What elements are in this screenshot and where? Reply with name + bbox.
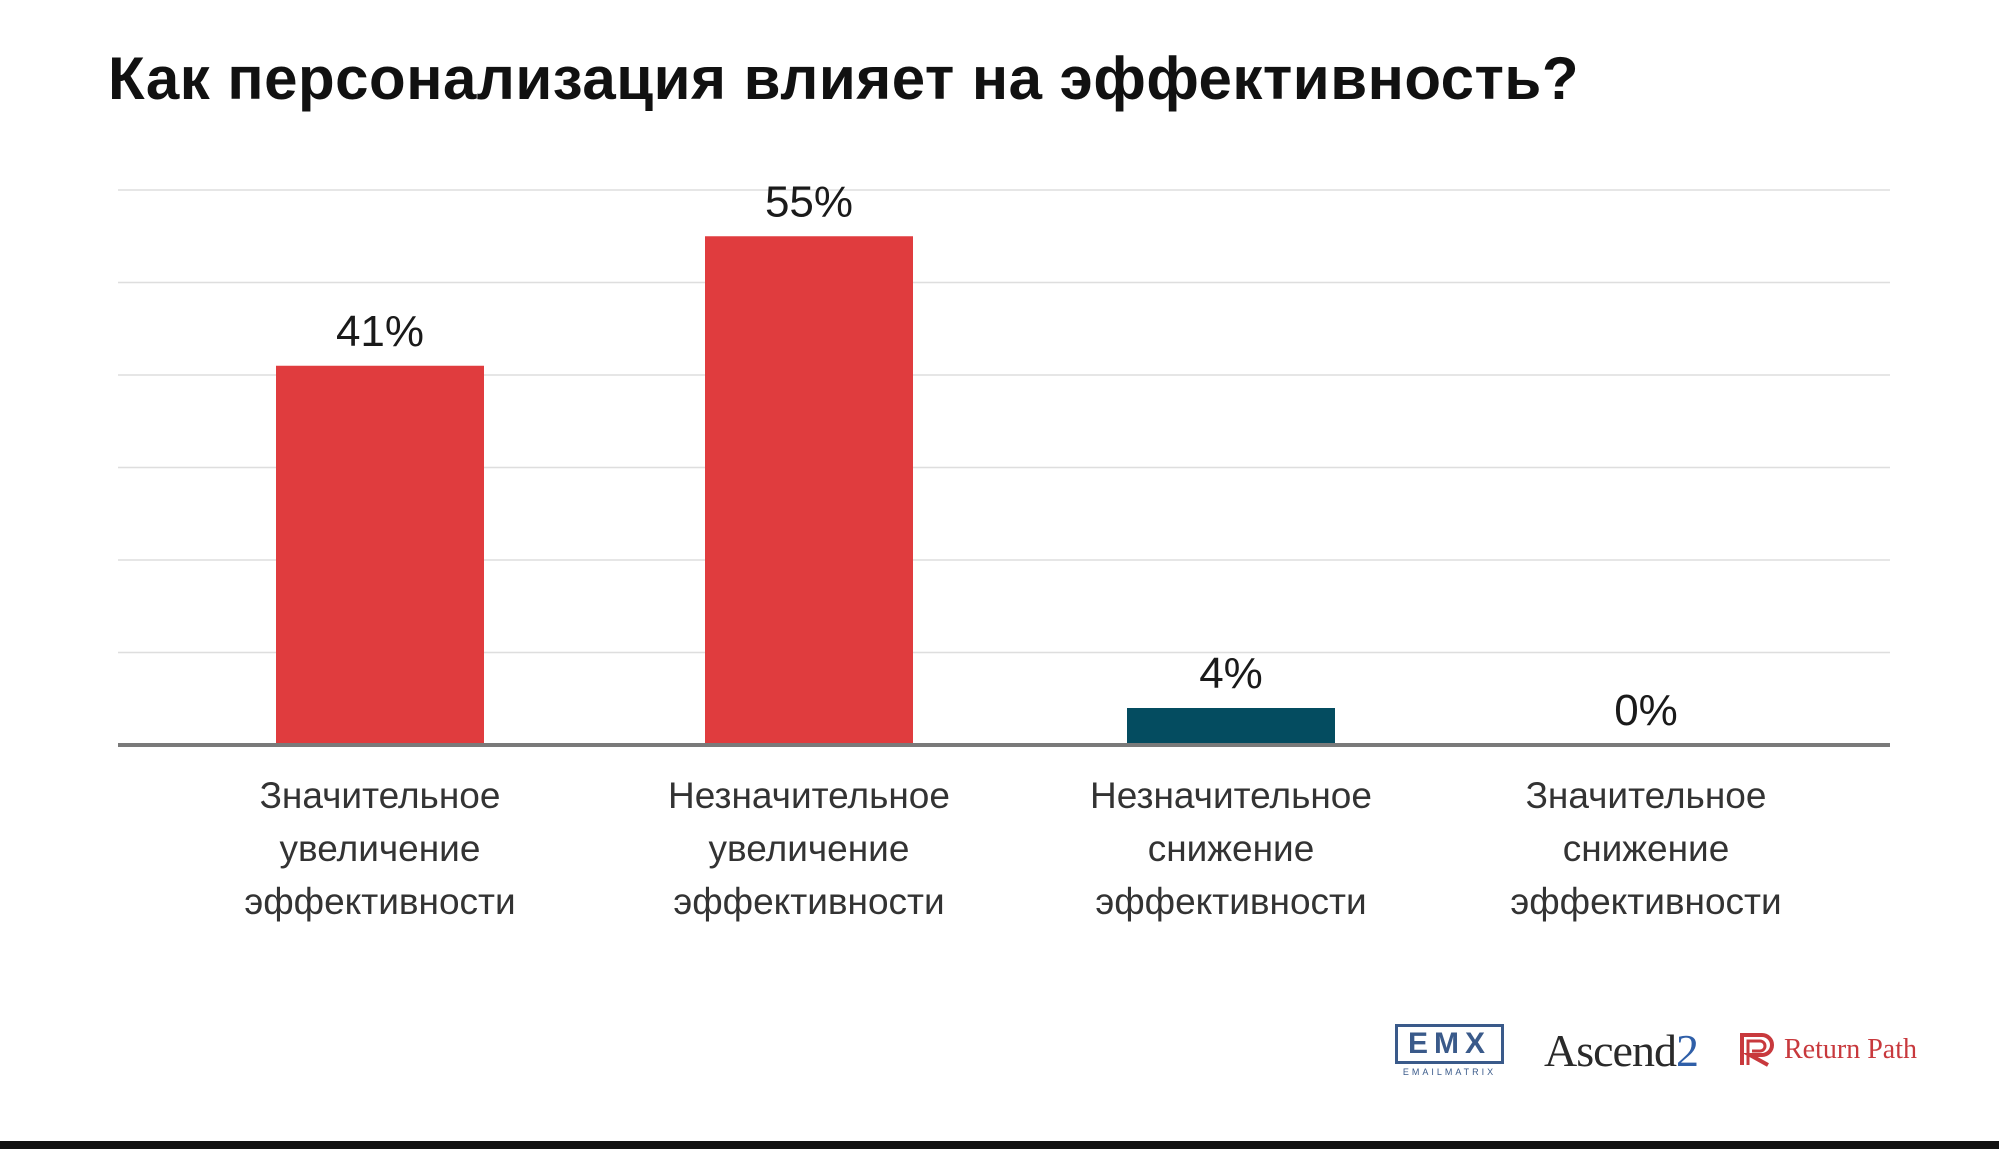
emx-logo-text: EMX: [1395, 1023, 1505, 1064]
chart-title: Как персонализация влияет на эффективнос…: [108, 45, 1579, 112]
category-label-line: Значительное: [1526, 775, 1767, 816]
bars: [276, 236, 1335, 745]
return-path-logo: Return Path: [1738, 1031, 1917, 1069]
category-label: Незначительное увеличение эффективности: [668, 775, 950, 922]
partner-logos: EMX EMAILMATRIX Ascend2 Return Path: [1395, 1020, 1917, 1080]
category-label-line: снижение: [1563, 828, 1730, 869]
emx-logo-subtext: EMAILMATRIX: [1402, 1066, 1497, 1077]
bar: [276, 365, 484, 745]
category-label-line: Значительное: [260, 775, 501, 816]
bar: [705, 236, 913, 745]
category-label-line: Незначительное: [668, 775, 950, 816]
value-labels: 41% 55% 4% 0%: [336, 177, 1678, 735]
value-label: 4%: [1199, 649, 1263, 698]
ascend2-logo-text: Ascend: [1544, 1024, 1677, 1076]
category-label-line: увеличение: [709, 828, 910, 869]
value-label: 0%: [1614, 686, 1678, 735]
category-label-line: эффективности: [673, 881, 944, 922]
category-label-line: эффективности: [1510, 881, 1781, 922]
category-label-line: эффективности: [244, 881, 515, 922]
bottom-border: [0, 1141, 1999, 1149]
category-label: Значительное снижение эффективности: [1510, 775, 1781, 922]
category-label-line: снижение: [1148, 828, 1315, 869]
bar: [1127, 708, 1335, 745]
category-label: Незначительное снижение эффективности: [1090, 775, 1372, 922]
value-label: 55%: [765, 177, 853, 226]
emx-logo: EMX EMAILMATRIX: [1395, 1023, 1505, 1077]
category-label: Значительное увеличение эффективности: [244, 775, 515, 922]
category-label-line: увеличение: [280, 828, 481, 869]
value-label: 41%: [336, 307, 424, 356]
bar-chart: 41% 55% 4% 0% Значительное увеличение эффекти…: [118, 177, 1890, 922]
return-path-logo-text: Return Path: [1783, 1034, 1917, 1065]
category-label-line: Незначительное: [1090, 775, 1372, 816]
category-labels: Значительное увеличение эффективностиНезна…: [244, 775, 1781, 922]
ascend2-logo: Ascend2: [1544, 1024, 1699, 1077]
category-label-line: эффективности: [1095, 881, 1366, 922]
return-path-mark-icon: [1739, 1033, 1774, 1067]
ascend2-logo-number: 2: [1675, 1024, 1699, 1076]
